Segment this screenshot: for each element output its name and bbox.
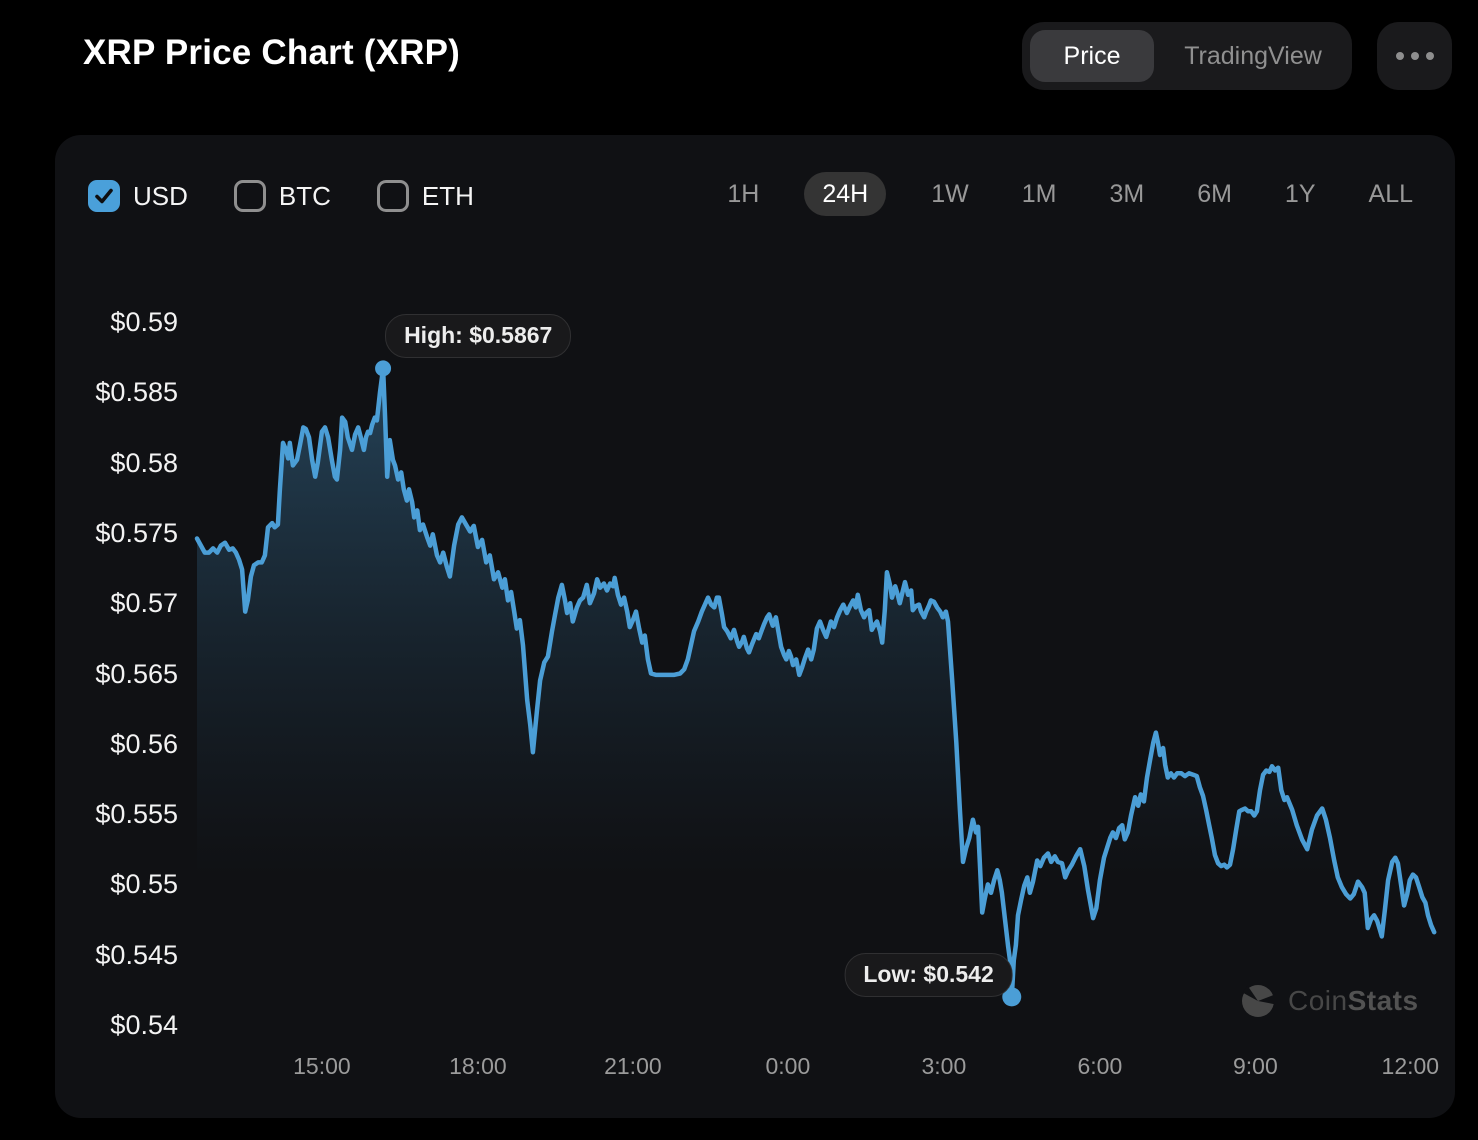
y-axis-label: $0.57 [110,588,178,619]
currency-option-eth[interactable]: ETH [376,180,474,212]
more-options-button[interactable] [1377,22,1452,90]
currency-selector: USD BTC ETH [88,180,474,212]
currency-label: BTC [278,180,331,211]
checkbox-unchecked-icon[interactable] [233,180,266,212]
x-axis-label: 12:00 [1381,1053,1440,1079]
x-axis-label: 18:00 [449,1053,507,1079]
tab-price[interactable]: Price [1030,30,1154,82]
high-point-dot [375,360,392,377]
y-axis-label: $0.54 [110,1010,178,1040]
y-axis-label: $0.58 [110,447,178,478]
y-axis-label: $0.55 [110,869,178,900]
coinstats-wordmark: CoinStats [1288,985,1419,1016]
range-button-24h[interactable]: 24H [804,172,887,216]
range-button-1y[interactable]: 1Y [1284,179,1316,208]
y-axis-label: $0.59 [110,307,178,337]
price-line [194,366,1437,1000]
y-axis-label: $0.555 [95,799,178,830]
low-point-dot [1002,987,1022,1007]
x-axis-label: 0:00 [765,1053,811,1079]
y-axis-label: $0.575 [95,517,178,548]
x-axis-label: 21:00 [604,1053,662,1079]
range-button-6m[interactable]: 6M [1197,179,1232,208]
ellipsis-icon [1410,52,1419,60]
ellipsis-icon [1395,52,1404,60]
currency-option-btc[interactable]: BTC [233,180,331,212]
range-button-3m[interactable]: 3M [1109,179,1145,208]
range-button-1h[interactable]: 1H [727,179,760,208]
low-price-tooltip: Low: $0.542 [844,952,1013,997]
currency-label: USD [133,180,188,211]
x-axis-label: 9:00 [1232,1053,1278,1079]
x-axis-label: 3:00 [921,1053,967,1079]
currency-label: ETH [421,180,474,211]
y-axis-label: $0.56 [110,728,178,759]
time-range-selector: 1H 24H 1W 1M 3M 6M 1Y ALL [719,172,1421,216]
x-axis-label: 6:00 [1077,1053,1123,1079]
page-title: XRP Price Chart (XRP) [83,33,460,72]
y-axis-label: $0.565 [95,658,178,689]
checkbox-unchecked-icon[interactable] [376,180,409,212]
ellipsis-icon [1425,52,1434,60]
y-axis-label: $0.545 [95,939,178,970]
y-axis-label: $0.585 [95,377,178,408]
pie-chart-icon [1242,985,1276,1017]
range-button-all[interactable]: ALL [1368,179,1413,208]
coinstats-watermark: CoinStats [1240,983,1419,1019]
high-price-tooltip: High: $0.5867 [385,314,572,359]
tab-tradingview[interactable]: TradingView [1184,41,1322,70]
chart-card: USD BTC ETH 1H 24H 1W 1M 3M 6M 1Y ALL $0.59 $0.585… [55,135,1455,1118]
price-line-chart[interactable] [55,135,1455,1118]
x-axis-label: 15:00 [293,1053,351,1079]
area-fill [197,368,1435,1015]
range-button-1w[interactable]: 1W [931,179,969,208]
currency-option-usd[interactable]: USD [88,180,188,212]
range-button-1m[interactable]: 1M [1021,179,1057,208]
chart-view-toggle[interactable]: Price TradingView [1022,22,1352,90]
checkbox-checked-icon[interactable] [88,180,120,212]
